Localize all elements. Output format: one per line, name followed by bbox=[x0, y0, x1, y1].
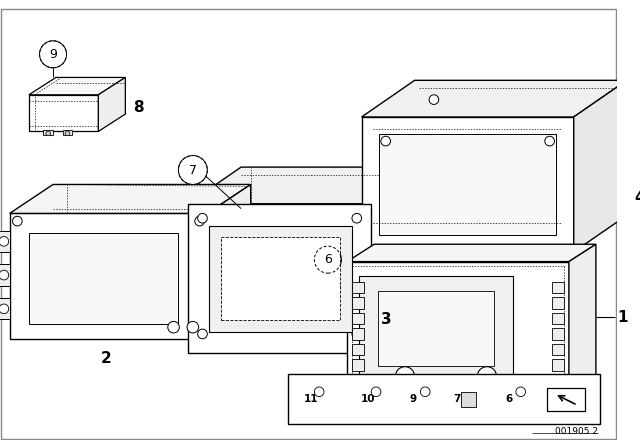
Text: 3: 3 bbox=[381, 312, 392, 327]
Circle shape bbox=[516, 387, 525, 396]
Text: 6: 6 bbox=[505, 395, 513, 405]
Polygon shape bbox=[352, 282, 365, 293]
Circle shape bbox=[545, 136, 554, 146]
Polygon shape bbox=[10, 185, 251, 213]
Text: 7: 7 bbox=[453, 395, 461, 405]
Text: 9: 9 bbox=[410, 395, 417, 405]
Polygon shape bbox=[552, 328, 564, 340]
Polygon shape bbox=[362, 80, 627, 117]
Polygon shape bbox=[552, 344, 564, 355]
Circle shape bbox=[314, 246, 341, 273]
Polygon shape bbox=[188, 204, 371, 353]
Text: 7: 7 bbox=[189, 164, 197, 177]
Polygon shape bbox=[573, 80, 627, 252]
Polygon shape bbox=[29, 95, 99, 131]
Circle shape bbox=[198, 329, 207, 339]
Circle shape bbox=[420, 387, 430, 396]
Text: 11: 11 bbox=[304, 395, 318, 405]
Circle shape bbox=[352, 329, 362, 339]
Polygon shape bbox=[29, 233, 179, 324]
Circle shape bbox=[179, 155, 207, 185]
Polygon shape bbox=[461, 392, 476, 407]
Circle shape bbox=[0, 237, 9, 246]
Polygon shape bbox=[552, 282, 564, 293]
Circle shape bbox=[314, 387, 324, 396]
Text: 10: 10 bbox=[360, 395, 375, 405]
Circle shape bbox=[198, 213, 207, 223]
Polygon shape bbox=[552, 313, 564, 324]
Polygon shape bbox=[221, 237, 340, 320]
Polygon shape bbox=[44, 129, 53, 135]
Text: 6: 6 bbox=[324, 253, 332, 266]
Polygon shape bbox=[10, 213, 207, 339]
Text: 2: 2 bbox=[100, 350, 111, 366]
Circle shape bbox=[477, 367, 497, 386]
Polygon shape bbox=[0, 298, 10, 319]
Polygon shape bbox=[209, 226, 352, 332]
Text: 4: 4 bbox=[634, 190, 640, 206]
Circle shape bbox=[65, 131, 70, 136]
Polygon shape bbox=[1, 9, 616, 439]
Polygon shape bbox=[552, 359, 564, 370]
Circle shape bbox=[46, 131, 51, 136]
Polygon shape bbox=[188, 167, 424, 204]
Polygon shape bbox=[0, 264, 10, 286]
Text: 5: 5 bbox=[442, 398, 452, 413]
Polygon shape bbox=[552, 297, 564, 309]
Polygon shape bbox=[352, 313, 365, 324]
Circle shape bbox=[168, 321, 179, 333]
Polygon shape bbox=[207, 185, 251, 339]
Circle shape bbox=[0, 304, 9, 314]
Circle shape bbox=[371, 387, 381, 396]
Polygon shape bbox=[352, 297, 365, 309]
Circle shape bbox=[195, 216, 204, 226]
Polygon shape bbox=[352, 359, 365, 370]
Polygon shape bbox=[347, 244, 596, 262]
Circle shape bbox=[325, 279, 340, 294]
Circle shape bbox=[352, 213, 362, 223]
Polygon shape bbox=[29, 78, 125, 95]
Polygon shape bbox=[352, 344, 365, 355]
Polygon shape bbox=[0, 231, 10, 252]
Polygon shape bbox=[379, 134, 556, 235]
Circle shape bbox=[0, 270, 9, 280]
Polygon shape bbox=[362, 117, 573, 252]
Polygon shape bbox=[288, 375, 600, 424]
Circle shape bbox=[381, 136, 390, 146]
Polygon shape bbox=[358, 276, 513, 380]
Text: 9: 9 bbox=[49, 48, 57, 61]
Polygon shape bbox=[347, 262, 569, 392]
Polygon shape bbox=[378, 291, 493, 366]
Text: 1: 1 bbox=[617, 310, 628, 324]
Polygon shape bbox=[63, 129, 72, 135]
Polygon shape bbox=[99, 78, 125, 131]
Circle shape bbox=[429, 95, 439, 104]
Text: 001905 2: 001905 2 bbox=[555, 427, 598, 436]
Polygon shape bbox=[547, 388, 586, 411]
Circle shape bbox=[40, 41, 67, 68]
Polygon shape bbox=[569, 244, 596, 392]
Circle shape bbox=[13, 216, 22, 226]
Circle shape bbox=[187, 321, 198, 333]
Text: 8: 8 bbox=[133, 100, 144, 116]
Polygon shape bbox=[371, 167, 424, 353]
Circle shape bbox=[396, 367, 415, 386]
Polygon shape bbox=[352, 328, 365, 340]
